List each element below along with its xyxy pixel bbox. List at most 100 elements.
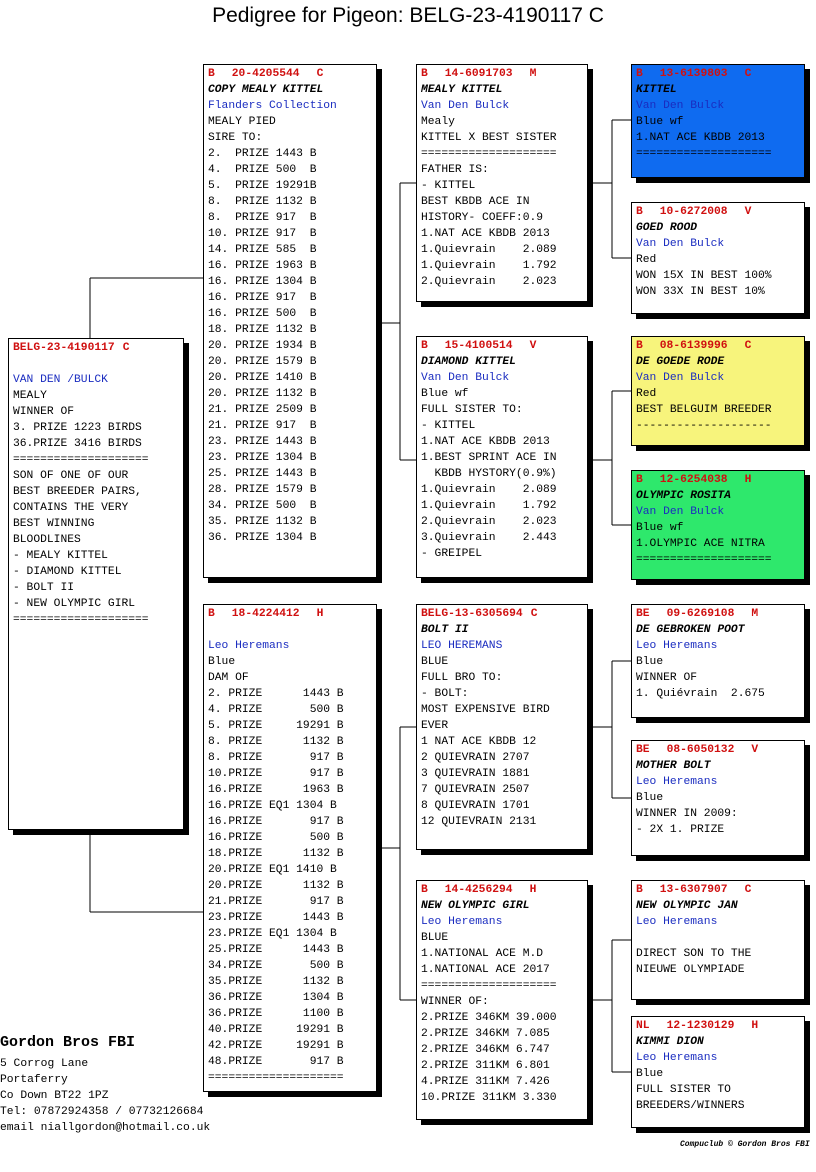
info-line: 14. PRIZE 585 B: [208, 244, 317, 256]
info-line: 8. PRIZE 1132 B: [208, 736, 344, 748]
ring-part: BELG-13-6305694: [421, 608, 523, 620]
owner: Leo Heremans: [208, 640, 290, 652]
pigeon-name: DIAMOND KITTEL: [421, 356, 516, 368]
owner: Flanders Collection: [208, 100, 337, 112]
ring-part: BELG-23-4190117: [13, 342, 115, 354]
address-line: Tel: 07872924358 / 07732126684: [0, 1106, 204, 1118]
address-line: Portaferry: [0, 1074, 68, 1086]
info-line: ====================: [421, 980, 557, 992]
ring-part: 08-6139996: [659, 340, 728, 352]
info-line: CONTAINS THE VERY: [13, 502, 129, 514]
info-line: 1.NAT ACE KBDB 2013: [636, 132, 765, 144]
info-line: 5. PRIZE 19291 B: [208, 720, 344, 732]
info-line: - DIAMOND KITTEL: [13, 566, 122, 578]
ring-part: 18-4224412: [231, 608, 300, 620]
pigeon-name: KIMMI DION: [636, 1036, 704, 1048]
pedigree-box: NL 12-1230129 H KIMMI DION Leo Heremans Blue F…: [631, 1016, 805, 1128]
info-line: 16. PRIZE 917 B: [208, 292, 317, 304]
info-line: 2.Quievrain 2.023: [421, 516, 557, 528]
info-line: 16.PRIZE 500 B: [208, 832, 344, 844]
pedigree-box: B 08-6139996 C DE GOEDE RODE Van Den Bulck Re…: [631, 336, 805, 446]
ring-part: H: [744, 474, 752, 486]
info-line: Red: [636, 388, 657, 400]
pigeon-name: COPY MEALY KITTEL: [208, 84, 324, 96]
ring-part: 12-6254038: [659, 474, 728, 486]
ring-header: B 18-4224412 H: [208, 606, 372, 622]
info-line: 34. PRIZE 500 B: [208, 500, 317, 512]
info-line: Mealy: [421, 116, 455, 128]
info-line: 2.PRIZE 311KM 6.801: [421, 1060, 550, 1072]
info-line: 8 QUIEVRAIN 1701: [421, 800, 530, 812]
info-line: 2 QUIEVRAIN 2707: [421, 752, 530, 764]
info-line: 20. PRIZE 1410 B: [208, 372, 317, 384]
info-line: 35. PRIZE 1132 B: [208, 516, 317, 528]
ring-header: B 08-6139996 C: [636, 338, 800, 354]
info-line: 1 NAT ACE KBDB 12: [421, 736, 537, 748]
info-line: MOST EXPENSIVE BIRD: [421, 704, 550, 716]
ring-header: B 15-4100514 V: [421, 338, 583, 354]
info-line: Blue wf: [421, 388, 469, 400]
ring-part: 20-4205544: [231, 68, 300, 80]
owner: Leo Heremans: [421, 916, 503, 928]
owner: Van Den Bulck: [421, 100, 510, 112]
info-line: 3 QUIEVRAIN 1881: [421, 768, 530, 780]
info-line: 5. PRIZE 19291B: [208, 180, 317, 192]
info-line: WON 15X IN BEST 100%: [636, 270, 772, 282]
ring-header: B 13-6307907 C: [636, 882, 800, 898]
info-line: --------------------: [636, 420, 772, 432]
ring-part: 14-4256294: [444, 884, 513, 896]
info-line: 16. PRIZE 1963 B: [208, 260, 317, 272]
info-line: DIRECT SON TO THE: [636, 948, 752, 960]
info-line: MEALY: [13, 390, 47, 402]
ring-part: B: [208, 68, 215, 80]
info-line: BLUE: [421, 656, 449, 668]
info-line: 23.PRIZE EQ1 1304 B: [208, 928, 337, 940]
ring-part: 09-6269108: [666, 608, 735, 620]
ring-part: 13-6139803: [659, 68, 728, 80]
info-line: ====================: [636, 554, 772, 566]
pedigree-box: BELG-23-4190117 C VAN DEN /BULCK MEALY WINNE…: [8, 338, 184, 830]
ring-part: BE: [636, 608, 650, 620]
owner: Van Den Bulck: [636, 100, 725, 112]
ring-header: B 14-4256294 H: [421, 882, 583, 898]
pedigree-box: BE 08-6050132 V MOTHER BOLT Leo Heremans Blue…: [631, 740, 805, 856]
info-line: 18.PRIZE 1132 B: [208, 848, 344, 860]
info-line: WINNER IN 2009:: [636, 808, 738, 820]
owner: Leo Heremans: [636, 1052, 718, 1064]
ring-part: H: [316, 608, 324, 620]
info-line: 2.PRIZE 346KM 7.085: [421, 1028, 550, 1040]
info-line: 36.PRIZE 1100 B: [208, 1008, 344, 1020]
info-line: BEST WINNING: [13, 518, 95, 530]
info-line: 1.Quievrain 2.089: [421, 244, 557, 256]
info-line: 34.PRIZE 500 B: [208, 960, 344, 972]
info-line: WINNER OF:: [421, 996, 489, 1008]
info-line: ====================: [636, 148, 772, 160]
info-line: ====================: [421, 148, 557, 160]
ring-part: M: [529, 68, 537, 80]
pedigree-box: B 13-6307907 C NEW OLYMPIC JAN Leo Heremans D…: [631, 880, 805, 1000]
info-line: 3.Quievrain 2.443: [421, 532, 557, 544]
owner: Van Den Bulck: [636, 372, 725, 384]
info-line: EVER: [421, 720, 449, 732]
ring-header: B 13-6139803 C: [636, 66, 800, 82]
info-line: 42.PRIZE 19291 B: [208, 1040, 344, 1052]
info-line: KITTEL X BEST SISTER: [421, 132, 557, 144]
info-line: 20. PRIZE 1132 B: [208, 388, 317, 400]
ring-part: C: [744, 340, 752, 352]
pedigree-box: BE 09-6269108 M DE GEBROKEN POOT Leo Hereman…: [631, 604, 805, 718]
info-line: 23.PRIZE 1443 B: [208, 912, 344, 924]
pigeon-name: KITTEL: [636, 84, 677, 96]
owner: Leo Heremans: [636, 776, 718, 788]
info-line: FATHER IS:: [421, 164, 489, 176]
owner: Van Den Bulck: [421, 372, 510, 384]
pedigree-box: B 15-4100514 V DIAMOND KITTEL Van Den Bulck B…: [416, 336, 588, 578]
ring-header: B 14-6091703 M: [421, 66, 583, 82]
info-line: Blue: [636, 792, 664, 804]
ring-part: B: [421, 68, 428, 80]
ring-part: B: [636, 68, 643, 80]
info-line: 16. PRIZE 500 B: [208, 308, 317, 320]
info-line: 20. PRIZE 1934 B: [208, 340, 317, 352]
pedigree-box: B 14-6091703 M MEALY KITTEL Van Den Bulck Mea…: [416, 64, 588, 302]
